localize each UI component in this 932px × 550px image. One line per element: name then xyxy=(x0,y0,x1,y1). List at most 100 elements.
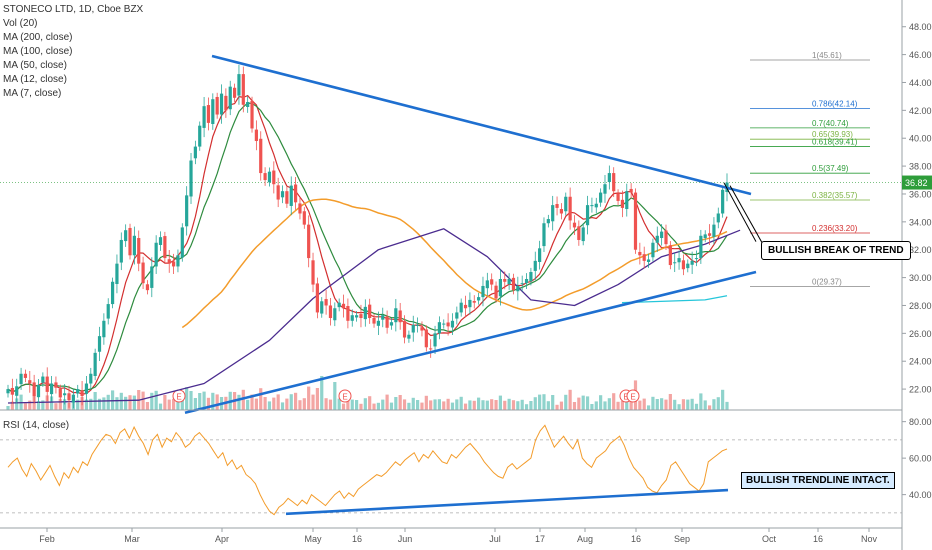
volume-bar xyxy=(150,392,154,410)
candle-body xyxy=(472,301,476,303)
price-tick-label: 48.00 xyxy=(909,22,932,32)
candle-body xyxy=(137,238,141,264)
fib-level-label: 0(29.37) xyxy=(812,277,842,286)
candle-body xyxy=(124,230,128,242)
time-tick-label: Oct xyxy=(762,534,777,544)
candle-body xyxy=(572,222,577,228)
volume-bar xyxy=(198,393,202,410)
candle-body xyxy=(629,188,633,193)
volume-bar xyxy=(54,403,58,410)
candle-body xyxy=(115,263,119,285)
candle-body xyxy=(389,322,394,326)
candle-body xyxy=(215,96,219,115)
candle-body xyxy=(511,277,516,291)
time-tick-label: 16 xyxy=(352,534,362,544)
volume-bar xyxy=(193,398,197,410)
volume-bar xyxy=(285,398,289,410)
rsi-label: RSI (14, close) xyxy=(3,420,70,431)
candle-body xyxy=(254,129,258,142)
volume-bar xyxy=(411,397,415,410)
volume-bar xyxy=(246,399,250,410)
volume-bar xyxy=(638,400,642,410)
volume-bar xyxy=(350,399,354,410)
candle-body xyxy=(171,261,176,267)
fib-level-label: 1(45.61) xyxy=(812,51,842,60)
volume-bar xyxy=(154,390,158,410)
volume-bar xyxy=(485,400,489,410)
earnings-marker-label: E xyxy=(623,393,628,402)
candle-body xyxy=(633,192,638,250)
price-tick-label: 32.00 xyxy=(909,245,932,255)
candle-body xyxy=(158,237,163,245)
candle-body xyxy=(699,235,703,259)
candle-body xyxy=(311,260,315,285)
candle-body xyxy=(690,260,694,265)
rsi-pane xyxy=(0,424,902,516)
volume-bar xyxy=(429,400,433,410)
volume-bar xyxy=(424,395,428,410)
candle-body xyxy=(193,146,197,159)
ma7-line xyxy=(7,94,728,395)
volume-bar xyxy=(463,403,468,410)
candle-body xyxy=(141,262,145,284)
candle-body xyxy=(477,297,481,301)
volume-bar xyxy=(263,397,267,410)
volume-bar xyxy=(102,397,106,410)
candle-body xyxy=(668,245,672,266)
bullish-break-callout: BULLISH BREAK OF TREND xyxy=(761,241,911,260)
rsi-tick-label: 80.00 xyxy=(909,417,932,427)
candle-body xyxy=(145,284,150,291)
earnings-marker xyxy=(626,389,640,403)
candle-body xyxy=(267,171,272,183)
volume-bar xyxy=(106,394,110,410)
volume-bar xyxy=(311,394,315,410)
volume-bar xyxy=(690,398,694,410)
candle-body xyxy=(28,380,32,384)
volume-bar xyxy=(646,405,651,410)
volume-bar xyxy=(620,401,625,410)
candle-body xyxy=(198,125,202,147)
volume-bar xyxy=(437,399,441,410)
candle-body xyxy=(420,327,424,331)
volume-bar xyxy=(533,397,537,410)
candle-body xyxy=(102,320,106,338)
volume-bar xyxy=(333,382,337,410)
candle-body xyxy=(612,173,616,192)
candle-body xyxy=(590,205,594,207)
candle-body xyxy=(385,316,389,328)
volume-bar xyxy=(294,392,298,410)
candle-body xyxy=(276,185,280,200)
volume-bar xyxy=(6,406,10,410)
legend-ma200: MA (200, close) xyxy=(3,32,73,43)
upper-trendline xyxy=(211,54,752,196)
volume-bar xyxy=(538,394,542,410)
price-tick-label: 28.00 xyxy=(909,301,932,311)
candle-body xyxy=(202,106,206,128)
candle-body xyxy=(694,258,699,260)
volume-bar xyxy=(564,394,568,410)
volume-bar xyxy=(707,405,712,410)
candle-body xyxy=(237,74,241,96)
legend-ma100: MA (100, close) xyxy=(3,46,73,57)
callout-arrow-2 xyxy=(723,182,757,242)
candle-body xyxy=(494,285,498,299)
volume-bar xyxy=(468,400,472,410)
volume-bar xyxy=(616,401,620,410)
volume-bar xyxy=(529,401,533,410)
candle-body xyxy=(58,388,62,398)
volume-bar xyxy=(89,398,93,410)
volume-bar xyxy=(211,392,215,410)
volume-bar xyxy=(555,404,559,410)
volume-bar xyxy=(185,387,189,410)
volume-bar xyxy=(63,399,67,410)
volume-bar xyxy=(546,401,550,410)
candle-body xyxy=(660,231,664,239)
volume-bar xyxy=(267,401,272,410)
volume-bar xyxy=(716,397,720,410)
volume-bar xyxy=(389,402,394,410)
candle-body xyxy=(424,329,428,348)
candle-body xyxy=(224,95,228,111)
candle-body xyxy=(437,322,441,334)
candle-body xyxy=(80,390,84,397)
volume-bar xyxy=(298,400,302,410)
